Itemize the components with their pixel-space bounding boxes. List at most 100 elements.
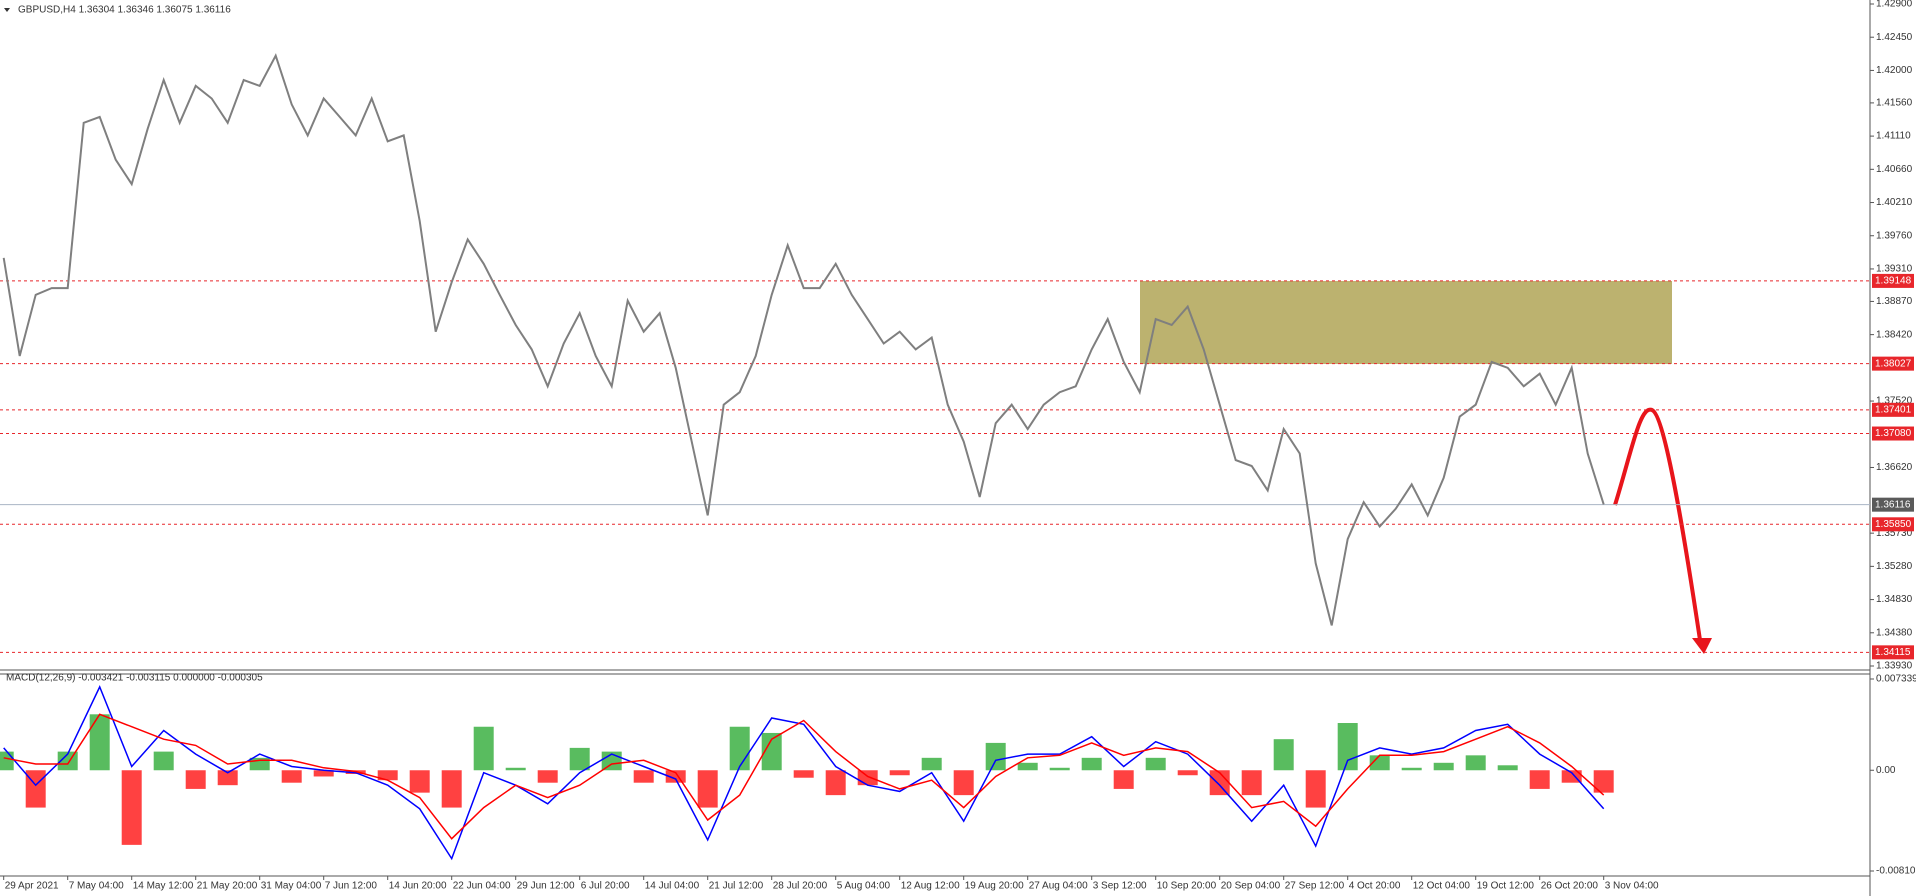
y-tick-label: 1.36620 [1876,462,1913,473]
histogram-bar [505,767,526,771]
macd-line [3,713,1605,840]
histogram-bar [633,770,654,783]
y-tick-label: 1.34380 [1876,627,1913,638]
histogram-bar [313,770,334,777]
level-box [1872,402,1914,417]
level-label: 1.37401 [1875,404,1912,415]
y-tick-label: 1.38420 [1876,329,1913,340]
histogram-bar [537,770,558,783]
y-tick-label: -0.008101 [1876,866,1916,877]
y-tick-label: 1.35280 [1876,561,1913,572]
x-tick-label: 29 Jun 12:00 [517,881,575,892]
x-tick-label: 19 Aug 20:00 [965,881,1024,892]
histogram-bar [153,751,174,771]
x-tick-label: 28 Jul 20:00 [773,881,828,892]
histogram-bar [985,742,1006,771]
price-line [2,53,1605,626]
histogram-bar [1081,757,1102,771]
y-tick-label: 1.42450 [1876,32,1913,43]
y-tick-label: 1.40660 [1876,164,1913,175]
histogram-bar [793,770,814,778]
x-tick-label: 7 May 04:00 [69,881,124,892]
x-tick-label: 19 Oct 12:00 [1477,881,1535,892]
last-price-label: 1.36116 [1875,499,1911,510]
y-tick-label: 1.39310 [1876,264,1913,275]
histogram-bar [1337,723,1358,771]
histogram-bar [121,770,142,845]
histogram-bar [281,770,302,783]
last-price-box [1872,497,1914,512]
histogram-bar [377,770,398,781]
histogram-bar [473,726,494,771]
histogram-bar [697,770,718,808]
histogram-bar [89,714,110,771]
x-tick-label: 22 Jun 04:00 [453,881,511,892]
histogram-bar [1497,765,1518,771]
histogram-bar [0,751,14,771]
histogram-bar [1145,757,1166,771]
histogram-bar [1049,767,1070,771]
histogram-bar [1113,770,1134,789]
histogram-bar [857,770,878,786]
histogram-bar [1177,770,1198,776]
histogram-bar [953,770,974,796]
x-tick-label: 14 May 12:00 [133,881,194,892]
y-tick-label: 1.39760 [1876,230,1913,241]
forecast-arrow [1613,407,1702,641]
histogram-bar [1433,762,1454,771]
histogram-bar [1465,755,1486,771]
histogram-bar [1017,762,1038,771]
histogram-bar [921,757,942,771]
histogram-bar [185,770,206,789]
histogram-bar [1209,770,1230,796]
x-tick-label: 12 Oct 04:00 [1413,881,1471,892]
x-tick-label: 12 Aug 12:00 [901,881,960,892]
x-tick-label: 26 Oct 20:00 [1541,881,1599,892]
y-tick-label: 0.007339 [1876,674,1916,685]
x-tick-label: 27 Aug 04:00 [1029,881,1088,892]
level-box [1872,645,1914,660]
x-tick-label: 31 May 04:00 [261,881,322,892]
histogram-bar [1273,739,1294,771]
level-label: 1.35850 [1875,519,1912,530]
x-tick-label: 6 Jul 20:00 [581,881,630,892]
histogram-bar [761,732,782,771]
level-label: 1.38027 [1875,358,1912,369]
histogram-bar [1401,767,1422,771]
x-tick-label: 27 Sep 12:00 [1285,881,1345,892]
macd-line [3,685,1605,861]
histogram-bar [441,770,462,808]
histogram-bar [1241,770,1262,796]
level-box [1872,426,1914,441]
x-tick-label: 3 Sep 12:00 [1093,881,1147,892]
x-tick-label: 10 Sep 20:00 [1157,881,1217,892]
level-label: 1.39148 [1875,276,1912,287]
x-tick-label: 4 Oct 20:00 [1349,881,1401,892]
histogram-bar [1529,770,1550,789]
level-box [1872,273,1914,288]
y-tick-label: 1.33930 [1876,661,1913,672]
y-tick-label: 1.41110 [1876,131,1911,142]
y-tick-label: 1.37520 [1876,396,1913,407]
histogram-bar [217,770,238,786]
histogram-bar [889,770,910,776]
x-tick-label: 5 Aug 04:00 [837,881,891,892]
y-tick-label: 1.40210 [1876,197,1913,208]
histogram-bar [1593,770,1614,793]
forecast-arrowhead [1692,638,1712,654]
level-label: 1.37080 [1875,428,1912,439]
x-tick-label: 7 Jun 12:00 [325,881,378,892]
macd-title: MACD(12,26,9) -0.003421 -0.003115 0.0000… [6,673,263,684]
x-tick-label: 14 Jul 04:00 [645,881,700,892]
x-tick-label: 14 Jun 20:00 [389,881,447,892]
histogram-bar [1561,770,1582,783]
x-tick-label: 3 Nov 04:00 [1605,881,1659,892]
level-box [1872,517,1914,532]
y-tick-label: 1.42900 [1876,0,1913,10]
y-tick-label: 1.42000 [1876,65,1913,76]
supply-zone [1140,281,1672,364]
histogram-bar [569,747,590,771]
level-label: 1.34115 [1875,647,1911,658]
